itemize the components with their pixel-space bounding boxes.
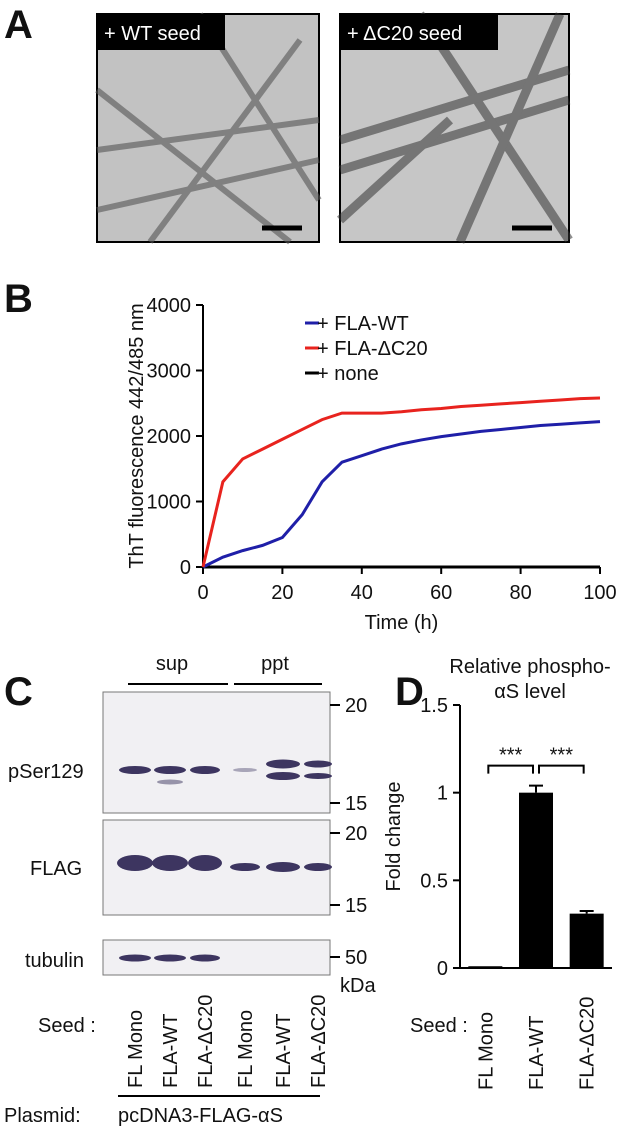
panel-label: D (395, 670, 424, 714)
legend-label: + none (317, 363, 379, 385)
marker-label: 15 (345, 793, 367, 815)
significance-bracket (538, 764, 585, 774)
marker-unit: kDa (340, 975, 376, 997)
x-tick-label: 80 (509, 582, 531, 604)
marker-label: 15 (345, 895, 367, 917)
lane-label: FLA-WT (273, 1014, 295, 1088)
lane-label: FL Mono (125, 1010, 147, 1088)
marker-label: 50 (345, 947, 367, 969)
panel-label: A (4, 3, 33, 47)
y-tick-label: 0 (437, 958, 448, 980)
plasmid-label: Plasmid: (4, 1105, 81, 1127)
significance-label: *** (550, 745, 574, 767)
x-tick-label: FLA-WT (526, 1016, 548, 1090)
row-label: FLAG (30, 858, 82, 880)
image-label: + ΔC20 seed (347, 23, 462, 45)
marker-label: 20 (345, 823, 367, 845)
y-tick-label: 1.5 (420, 695, 448, 717)
y-tick-label: 0 (180, 557, 191, 579)
x-tick-label: FL Mono (475, 1012, 497, 1090)
x-tick-label: FLA-ΔC20 (577, 997, 599, 1090)
marker-label: 20 (345, 695, 367, 717)
error-bar (529, 784, 543, 793)
em-image: + WT seed (95, 12, 322, 245)
row-label: tubulin (25, 950, 84, 972)
seed-label: Seed : (38, 1015, 96, 1037)
line-series (202, 420, 601, 569)
chart-title: Relative phospho-αS level (449, 656, 611, 703)
panel-label: B (4, 277, 33, 321)
x-tick-label: 60 (430, 582, 452, 604)
row-label: pSer129 (8, 761, 84, 783)
plasmid: pcDNA3-FLAG-αS (118, 1105, 283, 1127)
x-axis-label: Time (h) (365, 612, 439, 634)
error-bar (579, 910, 594, 914)
bar (468, 966, 503, 968)
x-axis-label: Seed : (410, 1015, 468, 1037)
bar (569, 913, 604, 968)
y-tick-label: 2000 (147, 426, 192, 448)
group-label: ppt (261, 653, 289, 675)
western-blot: sup ppt pSer129 FLAG tubulin 20 15 20 15… (4, 653, 376, 1127)
group-label: sup (156, 653, 188, 675)
x-tick-label: 0 (197, 582, 208, 604)
y-axis-label: ThT fluorescence 442/485 nm (126, 303, 148, 568)
x-tick-label: 20 (271, 582, 293, 604)
y-tick-label: 1000 (147, 492, 192, 514)
image-label: + WT seed (104, 23, 201, 45)
y-axis-label: Fold change (383, 781, 405, 891)
lane-label: FL Mono (235, 1010, 257, 1088)
panel-label: C (4, 670, 33, 714)
lane-label: FLA-WT (160, 1014, 182, 1088)
legend-label: + FLA-WT (317, 313, 409, 335)
lane-label: FLA-ΔC20 (308, 995, 330, 1088)
em-image: + ΔC20 seed (336, 11, 573, 244)
y-tick-label: 3000 (147, 361, 192, 383)
x-tick-label: 40 (351, 582, 373, 604)
x-tick-label: 100 (583, 582, 616, 604)
significance-bracket (487, 764, 534, 774)
bar (519, 792, 553, 968)
significance-label: *** (499, 745, 523, 767)
y-tick-label: 1 (437, 783, 448, 805)
legend-label: + FLA-ΔC20 (317, 338, 428, 360)
line-series (201, 396, 601, 568)
y-tick-label: 0.5 (420, 870, 448, 892)
y-tick-label: 4000 (147, 295, 192, 317)
lane-label: FLA-ΔC20 (195, 995, 217, 1088)
